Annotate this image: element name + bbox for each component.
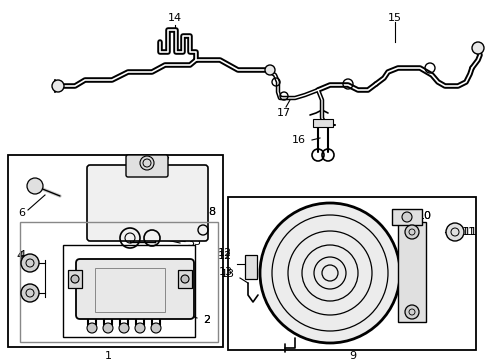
Text: 8: 8 [207,207,215,217]
Text: 13: 13 [221,269,235,279]
Text: 16: 16 [291,135,305,145]
Text: 6: 6 [19,208,25,218]
Circle shape [181,275,189,283]
Circle shape [404,225,418,239]
Text: 3: 3 [186,238,194,248]
Bar [397,222,425,322]
Circle shape [401,212,411,222]
Bar [244,255,257,279]
Bar [8,155,223,347]
Text: 9: 9 [349,351,356,360]
Text: 3: 3 [193,237,200,247]
FancyBboxPatch shape [76,259,194,319]
Bar [20,222,218,342]
FancyBboxPatch shape [126,155,168,177]
Text: 15: 15 [387,13,401,23]
Circle shape [87,323,97,333]
Text: 4: 4 [17,251,23,261]
Circle shape [21,254,39,272]
Text: 12: 12 [218,251,231,261]
Text: 14: 14 [167,13,182,23]
Circle shape [445,223,463,241]
Circle shape [71,275,79,283]
Text: 5: 5 [172,175,179,185]
Circle shape [119,323,129,333]
Circle shape [151,323,161,333]
Text: 11: 11 [463,227,477,237]
Text: 1: 1 [104,351,111,360]
Circle shape [21,284,39,302]
Text: 8: 8 [207,207,215,217]
Text: 10: 10 [417,211,431,221]
Bar [63,245,195,337]
Circle shape [404,305,418,319]
Text: 12: 12 [218,248,231,258]
Text: 13: 13 [219,267,232,277]
Circle shape [260,203,399,343]
Text: 4: 4 [19,250,25,260]
Circle shape [27,178,43,194]
Bar [178,270,192,288]
Circle shape [264,65,274,75]
Text: 10: 10 [417,211,431,221]
Circle shape [471,42,483,54]
Text: 11: 11 [461,227,475,237]
Bar [68,270,82,288]
Bar [312,119,332,127]
Circle shape [135,323,145,333]
FancyBboxPatch shape [87,165,207,241]
Text: 2: 2 [203,315,210,325]
Text: 17: 17 [276,108,290,118]
Circle shape [140,156,154,170]
Bar [391,209,421,225]
Circle shape [52,80,64,92]
Bar [227,197,475,350]
Text: 7: 7 [162,157,169,167]
Bar [95,268,164,312]
Circle shape [103,323,113,333]
Text: 2: 2 [203,315,210,325]
